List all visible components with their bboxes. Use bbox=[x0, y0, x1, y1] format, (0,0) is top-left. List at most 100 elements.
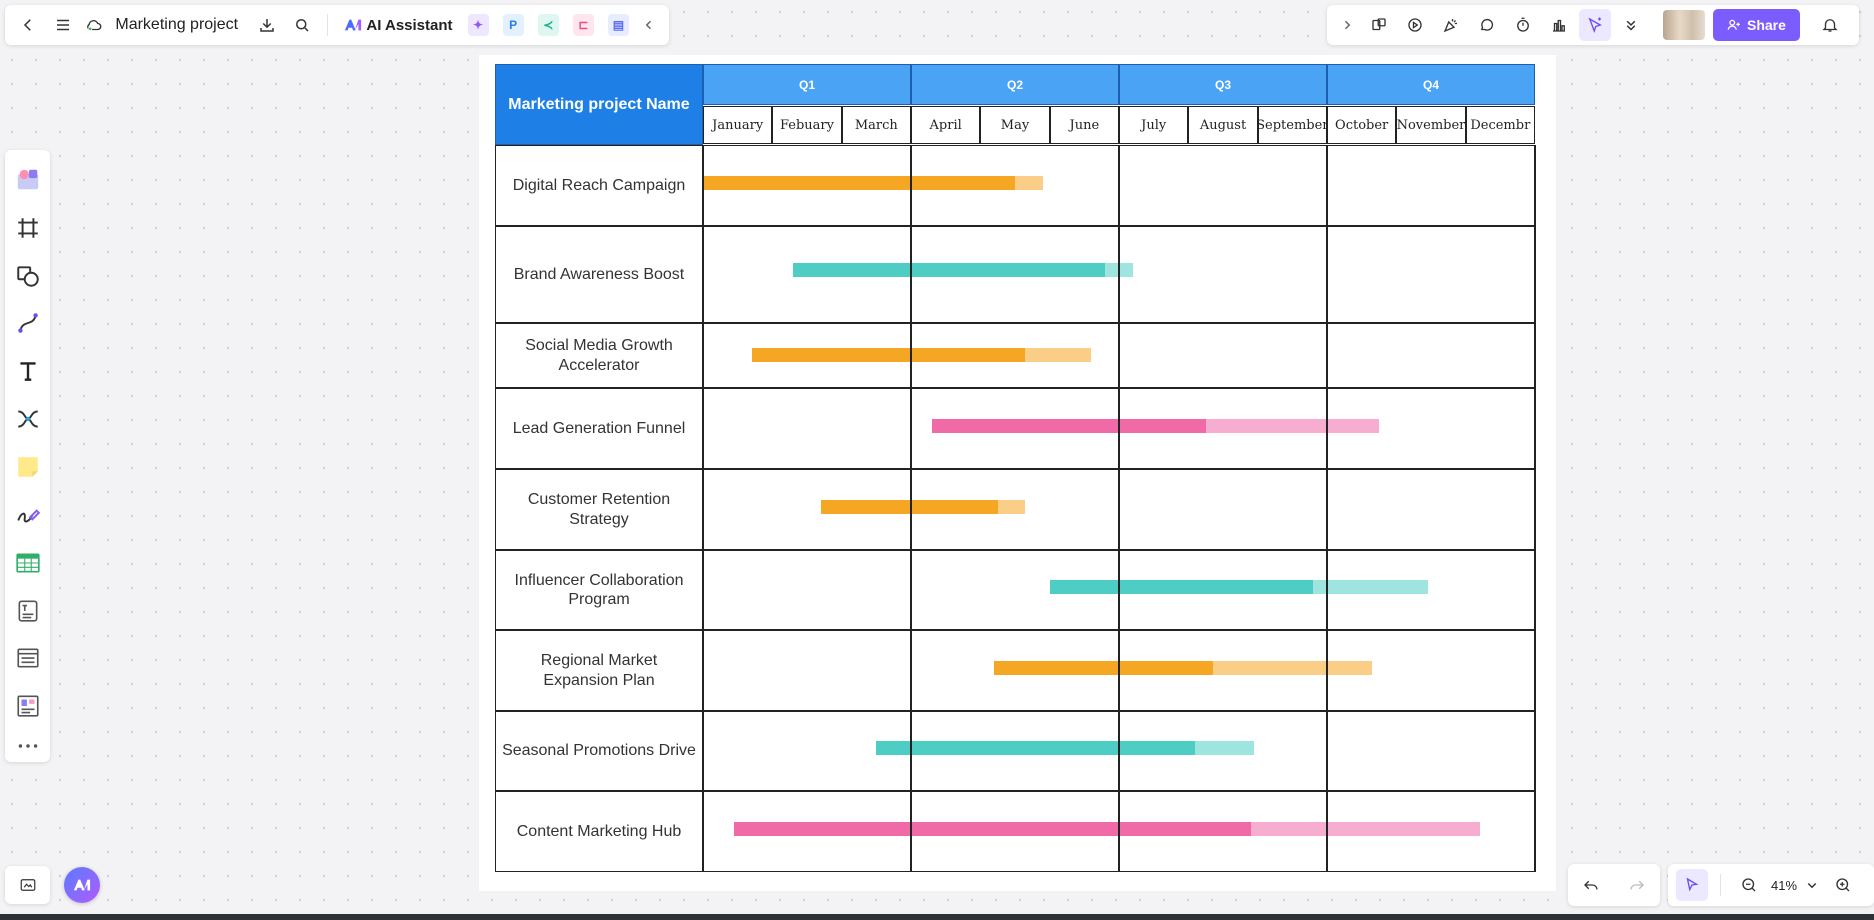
task-bar[interactable] bbox=[1049, 580, 1428, 594]
quarter-divider bbox=[910, 145, 912, 872]
task-progress bbox=[876, 741, 1196, 755]
task-progress bbox=[703, 176, 1015, 190]
ai-image-icon[interactable]: ✦ bbox=[467, 14, 489, 36]
cursor-follow-icon[interactable] bbox=[1579, 9, 1611, 41]
back-icon[interactable] bbox=[13, 9, 44, 41]
month-header[interactable]: August bbox=[1188, 106, 1258, 144]
timer-icon[interactable] bbox=[1507, 9, 1539, 41]
project-name[interactable]: Digital Reach Campaign bbox=[495, 145, 703, 226]
gantt-header-name[interactable]: Marketing project Name bbox=[495, 64, 703, 145]
month-header[interactable]: March bbox=[841, 106, 911, 144]
task-progress bbox=[820, 500, 998, 514]
left-tool-rail bbox=[5, 150, 50, 762]
notification-bell-icon[interactable] bbox=[1814, 9, 1846, 41]
ai-logo-icon bbox=[345, 19, 362, 31]
project-name[interactable]: Social Media Growth Accelerator bbox=[495, 323, 703, 388]
project-name[interactable]: Regional Market Expansion Plan bbox=[495, 630, 703, 711]
project-name[interactable]: Customer Retention Strategy bbox=[495, 469, 703, 550]
month-header[interactable]: July bbox=[1119, 106, 1189, 144]
top-left-toolbar: Marketing project AI Assistant ✦ P ≺ ⊏ ▤ bbox=[5, 5, 669, 45]
task-bar[interactable] bbox=[994, 661, 1373, 675]
frame-tool-icon[interactable] bbox=[10, 204, 46, 252]
quarter-header[interactable]: Q2 bbox=[911, 64, 1119, 105]
task-bar[interactable] bbox=[751, 348, 1092, 362]
task-remaining bbox=[1025, 348, 1092, 362]
zoom-in-icon[interactable] bbox=[1827, 869, 1859, 901]
vote-icon[interactable] bbox=[1543, 9, 1575, 41]
connector-tool-icon[interactable] bbox=[10, 300, 46, 348]
menu-icon[interactable] bbox=[48, 9, 79, 41]
task-progress bbox=[793, 263, 1106, 277]
month-header[interactable]: May bbox=[980, 106, 1050, 144]
month-header[interactable]: June bbox=[1049, 106, 1119, 144]
task-bar[interactable] bbox=[734, 822, 1480, 836]
project-name[interactable]: Lead Generation Funnel bbox=[495, 388, 703, 469]
celebrate-icon[interactable] bbox=[1435, 9, 1467, 41]
avatar[interactable] bbox=[1663, 10, 1705, 40]
expand-right-icon[interactable] bbox=[1335, 9, 1359, 41]
presentation-icon[interactable]: P bbox=[502, 14, 524, 36]
template-icon[interactable] bbox=[1363, 9, 1395, 41]
task-bar[interactable] bbox=[931, 419, 1379, 433]
project-name[interactable]: Brand Awareness Boost bbox=[495, 226, 703, 323]
ai-assistant-fab[interactable] bbox=[64, 867, 100, 903]
task-remaining bbox=[1195, 741, 1255, 755]
task-bar[interactable] bbox=[703, 176, 1043, 190]
task-progress bbox=[751, 348, 1026, 362]
collapse-left-icon[interactable] bbox=[638, 9, 661, 41]
quarter-header[interactable]: Q4 bbox=[1327, 64, 1535, 105]
pen-tool-icon[interactable] bbox=[10, 491, 46, 539]
month-header[interactable]: Decembr bbox=[1465, 106, 1535, 144]
text-document-icon[interactable] bbox=[10, 587, 46, 635]
redo-icon[interactable] bbox=[1621, 869, 1653, 901]
zoom-out-icon[interactable] bbox=[1733, 869, 1765, 901]
month-header[interactable]: September bbox=[1256, 106, 1329, 144]
month-header[interactable]: October bbox=[1327, 106, 1397, 144]
share-button[interactable]: Share bbox=[1713, 9, 1800, 41]
mindmap-tool-icon[interactable] bbox=[10, 395, 46, 443]
comment-icon[interactable] bbox=[1471, 9, 1503, 41]
quarter-header[interactable]: Q3 bbox=[1119, 64, 1327, 105]
kanban-template-icon[interactable] bbox=[10, 682, 46, 730]
minimap-icon[interactable] bbox=[12, 869, 44, 901]
select-cursor-icon[interactable] bbox=[1676, 869, 1708, 901]
chat-summary-icon[interactable]: ▤ bbox=[607, 14, 629, 36]
share-label: Share bbox=[1747, 17, 1786, 33]
task-progress bbox=[931, 419, 1206, 433]
document-title[interactable]: Marketing project bbox=[115, 16, 239, 33]
month-header[interactable]: April bbox=[911, 106, 981, 144]
present-play-icon[interactable] bbox=[1399, 9, 1431, 41]
table-tool-icon[interactable] bbox=[10, 539, 46, 587]
zoom-dropdown-icon[interactable] bbox=[1803, 869, 1821, 901]
task-remaining bbox=[1212, 661, 1373, 675]
task-bar[interactable] bbox=[820, 500, 1026, 514]
month-header[interactable]: January bbox=[703, 106, 773, 144]
task-bar[interactable] bbox=[876, 741, 1255, 755]
list-document-icon[interactable] bbox=[10, 634, 46, 682]
flowchart-icon[interactable]: ⊏ bbox=[572, 14, 594, 36]
task-remaining bbox=[1205, 419, 1379, 433]
search-icon[interactable] bbox=[287, 9, 318, 41]
download-icon[interactable] bbox=[252, 9, 283, 41]
project-name[interactable]: Seasonal Promotions Drive bbox=[495, 711, 703, 791]
shape-tool-icon[interactable] bbox=[10, 252, 46, 300]
quarter-divider bbox=[1326, 145, 1328, 872]
mindmap-icon[interactable]: ≺ bbox=[537, 14, 559, 36]
quarter-divider bbox=[1534, 145, 1536, 872]
zoom-level[interactable]: 41% bbox=[1771, 877, 1798, 893]
undo-icon[interactable] bbox=[1575, 869, 1607, 901]
project-name[interactable]: Content Marketing Hub bbox=[495, 791, 703, 872]
month-header[interactable]: Febuary bbox=[772, 106, 842, 144]
quarter-header[interactable]: Q1 bbox=[703, 64, 911, 105]
more-tools-icon[interactable] bbox=[10, 730, 46, 762]
elements-library-icon[interactable] bbox=[10, 156, 46, 204]
more-chevrons-icon[interactable] bbox=[1615, 9, 1647, 41]
task-bar[interactable] bbox=[793, 263, 1133, 277]
project-name[interactable]: Influencer Collaboration Program bbox=[495, 550, 703, 630]
ai-assistant-button[interactable]: AI Assistant bbox=[338, 17, 458, 34]
cloud-saved-icon bbox=[82, 9, 105, 41]
month-header[interactable]: November bbox=[1396, 106, 1466, 144]
sticky-note-icon[interactable] bbox=[10, 443, 46, 491]
task-remaining bbox=[1015, 176, 1043, 190]
text-tool-icon[interactable] bbox=[10, 347, 46, 395]
